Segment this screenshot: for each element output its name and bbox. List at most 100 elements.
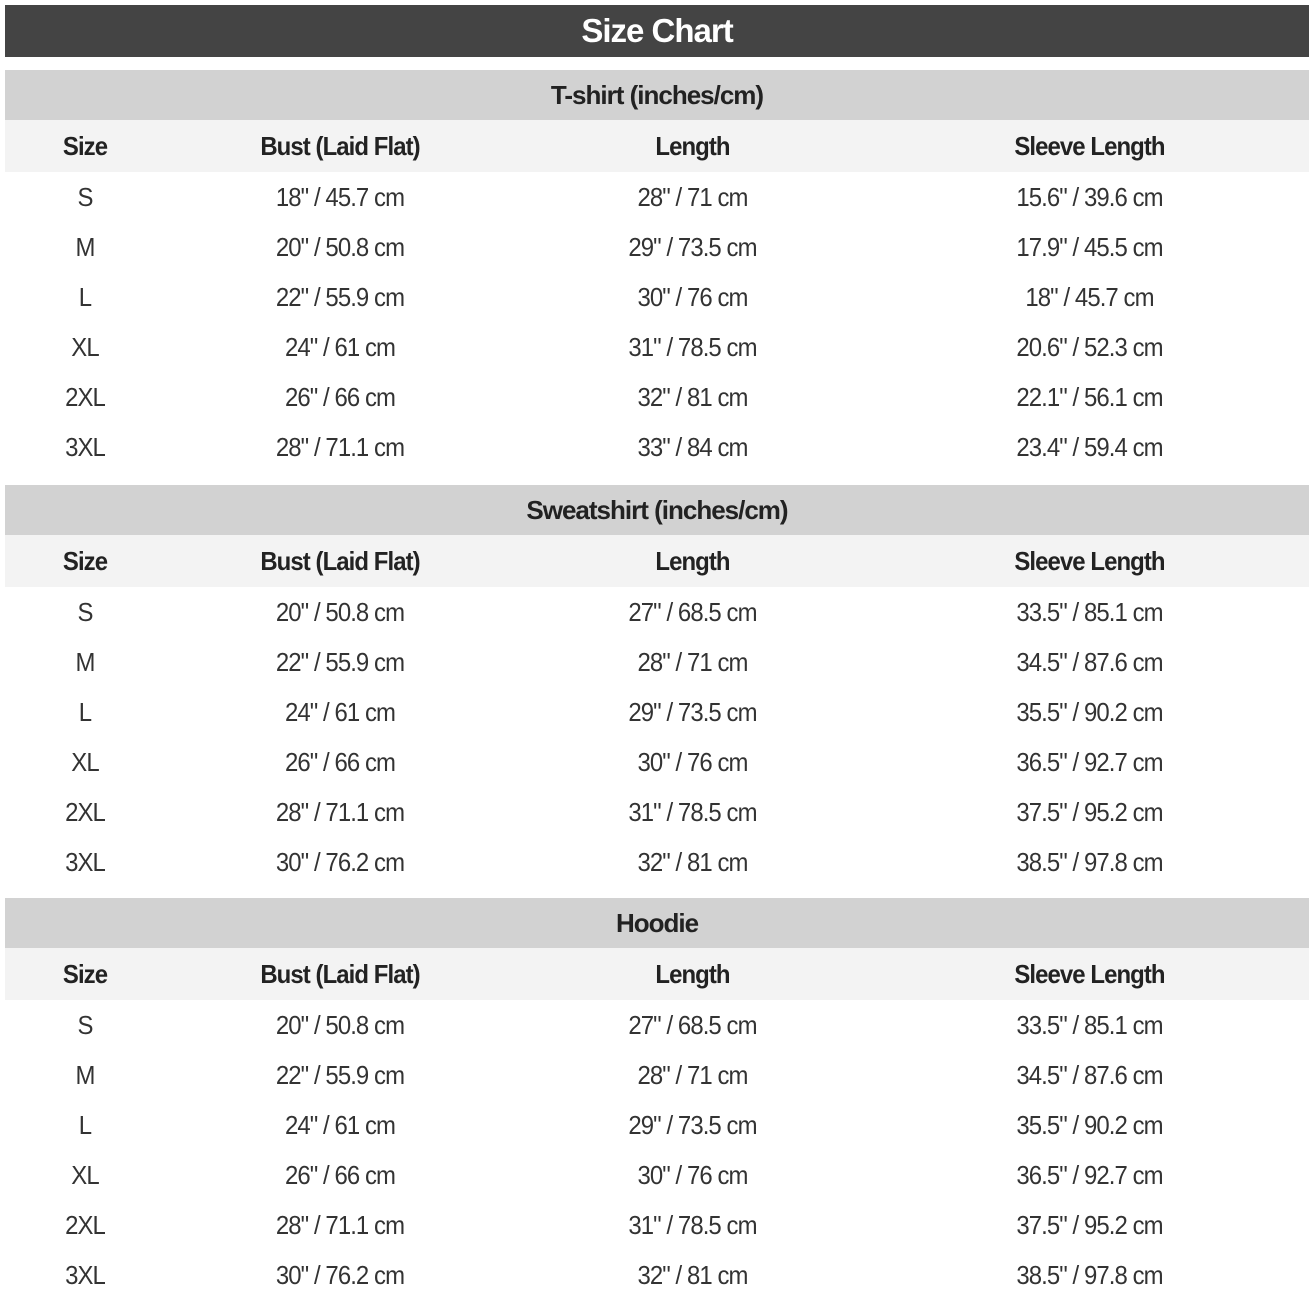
table-cell: 29" / 73.5 cm <box>628 696 757 727</box>
table-row: XL 24" / 61 cm 31" / 78.5 cm 20.6" / 52.3 c… <box>5 322 1309 372</box>
table-cell: 30" / 76.2 cm <box>275 1259 405 1290</box>
table-cell: 27" / 68.5 cm <box>628 596 757 627</box>
column-header: Length <box>655 958 730 989</box>
table-cell: 30" / 76.2 cm <box>275 846 405 877</box>
table-cell: XL <box>71 1159 99 1190</box>
table-row: M 20" / 50.8 cm 29" / 73.5 cm 17.9" / 45.5 … <box>5 222 1309 272</box>
table-cell: 36.5" / 92.7 cm <box>1016 1159 1163 1190</box>
table-cell: M <box>75 231 95 262</box>
table-cell: 20" / 50.8 cm <box>275 1009 405 1040</box>
table-cell: 2XL <box>65 1209 106 1240</box>
table-row: M 22" / 55.9 cm 28" / 71 cm 34.5" / 87.6 cm <box>5 1050 1309 1100</box>
table-cell: 22" / 55.9 cm <box>275 281 405 312</box>
table-cell: 28" / 71.1 cm <box>275 431 405 462</box>
table-cell: 28" / 71.1 cm <box>275 1209 405 1240</box>
table-cell: 2XL <box>65 381 106 412</box>
table-cell: 31" / 78.5 cm <box>628 1209 757 1240</box>
table-cell: 3XL <box>65 431 106 462</box>
table-row: S 18" / 45.7 cm 28" / 71 cm 15.6" / 39.6 cm <box>5 172 1309 222</box>
table-cell: 18" / 45.7 cm <box>1025 281 1154 312</box>
table-cell: 36.5" / 92.7 cm <box>1016 746 1163 777</box>
table-cell: 3XL <box>65 1259 106 1290</box>
table-cell: 24" / 61 cm <box>284 1109 396 1140</box>
table-cell: 28" / 71.1 cm <box>275 796 405 827</box>
table-row: L 24" / 61 cm 29" / 73.5 cm 35.5" / 90.2 cm <box>5 1100 1309 1150</box>
table-cell: L <box>78 696 92 727</box>
table-cell: 3XL <box>65 846 106 877</box>
column-header-row: Size Bust (Laid Flat) Length Sleeve Length <box>5 948 1309 1000</box>
table-cell: XL <box>71 746 99 777</box>
column-header: Length <box>655 130 730 161</box>
table-cell: 33.5" / 85.1 cm <box>1016 596 1163 627</box>
table-cell: 37.5" / 95.2 cm <box>1016 796 1163 827</box>
table-cell: 26" / 66 cm <box>284 1159 396 1190</box>
table-cell: M <box>75 646 95 677</box>
table-row: L 24" / 61 cm 29" / 73.5 cm 35.5" / 90.2 cm <box>5 687 1309 737</box>
table-cell: 27" / 68.5 cm <box>628 1009 757 1040</box>
table-cell: 17.9" / 45.5 cm <box>1016 231 1163 262</box>
table-cell: 35.5" / 90.2 cm <box>1016 1109 1163 1140</box>
table-cell: 15.6" / 39.6 cm <box>1016 181 1163 212</box>
table-cell: 23.4" / 59.4 cm <box>1016 431 1163 462</box>
section-title: Sweatshirt (inches/cm) <box>5 485 1309 535</box>
table-cell: 28" / 71 cm <box>637 646 748 677</box>
column-header: Bust (Laid Flat) <box>260 545 420 576</box>
table-cell: XL <box>71 331 99 362</box>
column-header: Length <box>655 545 730 576</box>
table-row: 2XL 28" / 71.1 cm 31" / 78.5 cm 37.5" / 95.… <box>5 787 1309 837</box>
size-section: T-shirt (inches/cm) Size Bust (Laid Flat) L… <box>5 70 1309 472</box>
table-row: L 22" / 55.9 cm 30" / 76 cm 18" / 45.7 cm <box>5 272 1309 322</box>
table-cell: S <box>77 596 93 627</box>
column-header: Bust (Laid Flat) <box>260 958 420 989</box>
table-cell: 32" / 81 cm <box>637 1259 748 1290</box>
table-cell: 29" / 73.5 cm <box>628 1109 757 1140</box>
table-cell: 35.5" / 90.2 cm <box>1016 696 1163 727</box>
table-cell: 22" / 55.9 cm <box>275 1059 405 1090</box>
table-cell: 31" / 78.5 cm <box>628 796 757 827</box>
table-cell: 20.6" / 52.3 cm <box>1016 331 1163 362</box>
column-header: Sleeve Length <box>1014 958 1165 989</box>
table-cell: 28" / 71 cm <box>637 181 748 212</box>
section-title: T-shirt (inches/cm) <box>5 70 1309 120</box>
table-cell: 30" / 76 cm <box>637 746 748 777</box>
table-cell: 32" / 81 cm <box>637 381 748 412</box>
table-cell: 32" / 81 cm <box>637 846 748 877</box>
table-cell: 38.5" / 97.8 cm <box>1016 846 1163 877</box>
column-header: Sleeve Length <box>1014 545 1165 576</box>
column-header-row: Size Bust (Laid Flat) Length Sleeve Length <box>5 535 1309 587</box>
column-header: Size <box>62 958 108 989</box>
table-row: XL 26" / 66 cm 30" / 76 cm 36.5" / 92.7 cm <box>5 737 1309 787</box>
table-cell: 24" / 61 cm <box>284 696 396 727</box>
table-row: 3XL 30" / 76.2 cm 32" / 81 cm 38.5" / 97.8 … <box>5 1250 1309 1300</box>
table-cell: 34.5" / 87.6 cm <box>1016 1059 1163 1090</box>
table-row: S 20" / 50.8 cm 27" / 68.5 cm 33.5" / 85.1 … <box>5 1000 1309 1050</box>
table-cell: S <box>77 181 93 212</box>
table-cell: 20" / 50.8 cm <box>275 596 405 627</box>
table-cell: 28" / 71 cm <box>637 1059 748 1090</box>
table-cell: 30" / 76 cm <box>637 1159 748 1190</box>
table-cell: 38.5" / 97.8 cm <box>1016 1259 1163 1290</box>
table-cell: 31" / 78.5 cm <box>628 331 757 362</box>
table-cell: 18" / 45.7 cm <box>275 181 405 212</box>
table-cell: 26" / 66 cm <box>284 381 396 412</box>
column-header: Size <box>62 130 108 161</box>
table-cell: 2XL <box>65 796 106 827</box>
table-row: 2XL 28" / 71.1 cm 31" / 78.5 cm 37.5" / 95.… <box>5 1200 1309 1250</box>
table-cell: 33" / 84 cm <box>637 431 748 462</box>
table-cell: L <box>78 281 92 312</box>
table-cell: M <box>75 1059 95 1090</box>
table-cell: 29" / 73.5 cm <box>628 231 757 262</box>
table-row: 3XL 28" / 71.1 cm 33" / 84 cm 23.4" / 59.4 … <box>5 422 1309 472</box>
column-header: Bust (Laid Flat) <box>260 130 420 161</box>
table-cell: 22" / 55.9 cm <box>275 646 405 677</box>
table-cell: 20" / 50.8 cm <box>275 231 405 262</box>
table-cell: 26" / 66 cm <box>284 746 396 777</box>
size-chart-title: Size Chart <box>5 5 1309 57</box>
table-cell: 37.5" / 95.2 cm <box>1016 1209 1163 1240</box>
table-row: XL 26" / 66 cm 30" / 76 cm 36.5" / 92.7 cm <box>5 1150 1309 1200</box>
size-section: Sweatshirt (inches/cm) Size Bust (Laid Fla… <box>5 485 1309 887</box>
table-row: 2XL 26" / 66 cm 32" / 81 cm 22.1" / 56.1 cm <box>5 372 1309 422</box>
table-row: M 22" / 55.9 cm 28" / 71 cm 34.5" / 87.6 cm <box>5 637 1309 687</box>
table-row: S 20" / 50.8 cm 27" / 68.5 cm 33.5" / 85.1 … <box>5 587 1309 637</box>
table-cell: 22.1" / 56.1 cm <box>1016 381 1163 412</box>
